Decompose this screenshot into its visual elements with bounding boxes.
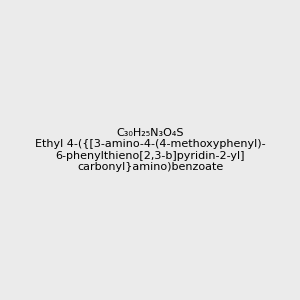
- Text: C₃₀H₂₅N₃O₄S
Ethyl 4-({[3-amino-4-(4-methoxyphenyl)-
6-phenylthieno[2,3-b]pyridin: C₃₀H₂₅N₃O₄S Ethyl 4-({[3-amino-4-(4-meth…: [35, 128, 265, 172]
